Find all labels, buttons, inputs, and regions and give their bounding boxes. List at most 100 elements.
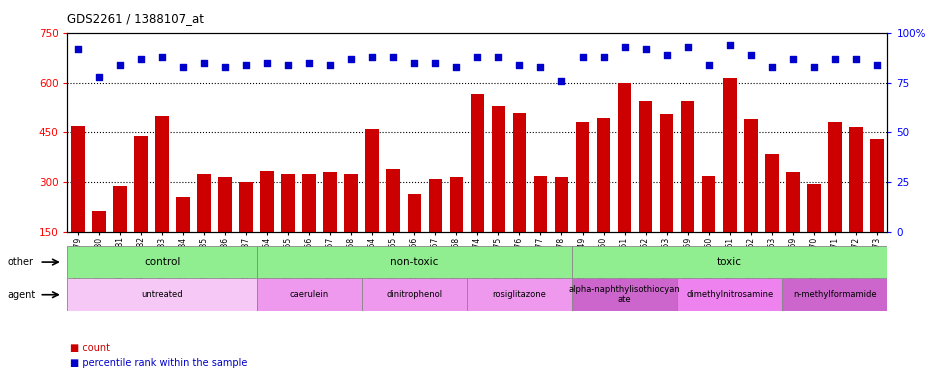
Point [259,60,274,66]
Bar [260,171,273,282]
Bar [67,246,256,278]
Point [406,60,421,66]
Point [344,56,358,62]
Point [92,73,107,79]
Bar [176,197,190,282]
Bar [677,278,782,311]
Bar [302,174,315,282]
Bar [764,154,778,282]
Bar [785,172,798,282]
Text: non-toxic: non-toxic [389,257,438,267]
Bar [365,129,379,282]
Point [469,53,484,60]
Bar [256,278,361,311]
Point [490,53,505,60]
Text: n-methylformamide: n-methylformamide [792,290,876,299]
Bar [323,172,337,282]
Bar [848,127,862,282]
Point [364,53,379,60]
Point [700,61,715,68]
Bar [806,184,820,282]
Bar [638,101,651,282]
Bar [134,136,148,282]
Bar [571,278,677,311]
Bar [571,246,886,278]
Point [680,43,695,50]
Point [511,61,526,68]
Point [70,46,85,52]
Text: ■ percentile rank within the sample: ■ percentile rank within the sample [70,358,247,368]
Point [553,78,568,84]
Bar [92,211,106,282]
Point [617,43,632,50]
Bar [722,78,736,282]
Text: ■ count: ■ count [70,343,110,353]
Text: rosiglitazone: rosiglitazone [492,290,546,299]
Point [742,51,757,58]
Bar [361,278,466,311]
Bar [680,101,694,282]
Point [658,51,673,58]
Bar [67,278,256,311]
Text: untreated: untreated [141,290,183,299]
Bar [512,113,526,282]
Bar [218,177,232,282]
Point [448,63,463,70]
Point [533,63,548,70]
Point [386,53,401,60]
Bar [743,119,756,282]
Point [805,63,820,70]
Point [112,61,127,68]
Point [322,61,337,68]
Point [847,56,862,62]
Text: alpha-naphthylisothiocyan
ate: alpha-naphthylisothiocyan ate [568,285,680,305]
Bar [869,139,883,282]
Point [637,46,652,52]
Point [239,61,254,68]
Bar [554,177,568,282]
Bar [659,114,673,282]
Text: control: control [144,257,180,267]
Bar [256,246,571,278]
Point [869,61,884,68]
Bar [449,177,462,282]
Bar [491,106,505,282]
Bar [617,83,631,282]
Bar [407,194,420,282]
Text: caerulein: caerulein [289,290,329,299]
Bar [113,186,126,282]
Text: toxic: toxic [716,257,741,267]
Point [784,56,799,62]
Bar [534,176,547,282]
Text: agent: agent [7,290,36,300]
Point [301,60,316,66]
Point [281,61,296,68]
Bar [71,126,85,282]
Bar [386,169,400,282]
Point [826,56,841,62]
Point [722,41,737,48]
Point [764,63,779,70]
Bar [239,182,253,282]
Bar [827,122,841,282]
Text: dimethylnitrosamine: dimethylnitrosamine [685,290,772,299]
Point [175,63,190,70]
Bar [466,278,571,311]
Bar [575,122,589,282]
Point [428,60,443,66]
Point [217,63,232,70]
Text: dinitrophenol: dinitrophenol [386,290,442,299]
Bar [701,176,715,282]
Bar [281,174,295,282]
Text: GDS2261 / 1388107_at: GDS2261 / 1388107_at [67,12,204,25]
Bar [197,174,211,282]
Point [197,60,212,66]
Text: other: other [7,257,34,267]
Bar [782,278,886,311]
Bar [596,118,609,282]
Point [154,53,169,60]
Point [575,53,590,60]
Bar [344,174,358,282]
Bar [470,94,484,282]
Bar [428,179,442,282]
